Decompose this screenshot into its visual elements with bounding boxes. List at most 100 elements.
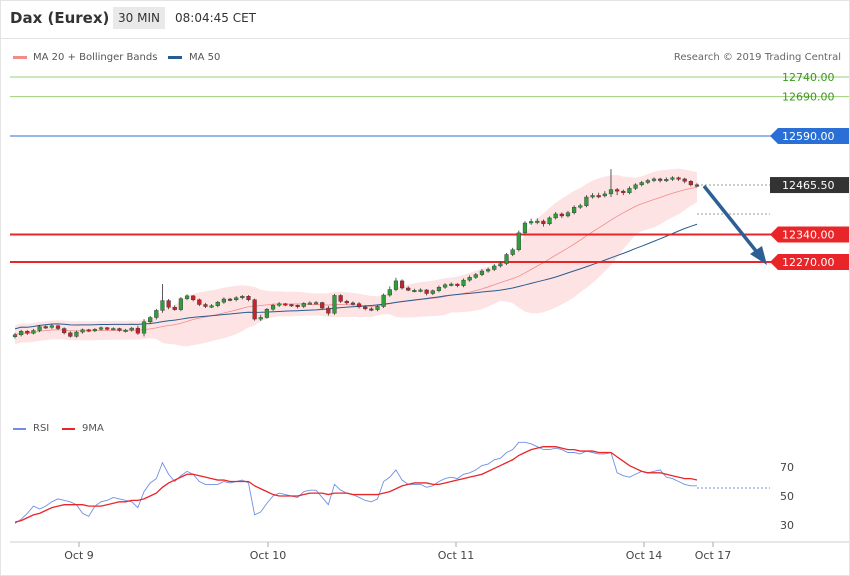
candle-body [615,189,620,192]
timestamp: 08:04:45 CET [175,11,256,25]
candle-body [596,195,601,198]
candle-body [172,307,177,310]
forecast-arrow-head [750,246,767,265]
candle-body [399,280,405,289]
candle-body [80,329,85,333]
level-label-12590.00: 12590.00 [782,130,835,143]
x-tick-label: Oct 9 [64,549,94,562]
ma20-line [14,186,698,336]
ma9-legend-swatch [62,428,75,430]
candle-body [535,220,540,223]
candle-body [148,317,153,323]
ma50-line [14,223,698,330]
candle-body [492,265,497,270]
candle-body [485,269,491,272]
forecast-arrow-line [702,184,762,258]
candle-body [479,270,485,275]
candle-body [221,298,227,303]
level-tag-12340.00 [770,226,850,243]
ma50-legend-swatch [168,56,182,59]
candle-body [92,329,97,332]
candle-body [123,329,128,332]
candle-body [62,328,67,334]
ma9-legend-label: 9MA [82,423,104,434]
candle-body [449,283,454,286]
last-price-label: 12465.50 [782,179,835,192]
candle-body [516,232,521,250]
level-label-12690.00: 12690.00 [782,91,835,104]
x-tick-label: Oct 10 [250,549,287,562]
candle-body [363,306,368,310]
candle-body [529,221,534,224]
candle-body [37,326,42,331]
candle-body [344,301,349,304]
candle-body [522,222,528,234]
candle-body [25,331,30,334]
candle-body [326,307,331,314]
candle-body [184,295,190,299]
x-tick-label: Oct 14 [626,549,663,562]
candle-body [670,177,675,180]
candle-body [356,303,362,308]
candle-body [332,295,337,314]
candle-body [227,298,233,301]
candle-body [246,296,251,300]
candle-body [473,274,478,278]
candle-body [541,220,546,225]
candle-body [86,329,91,332]
rsi-tick-30: 30 [780,519,794,532]
candle-body [412,290,417,293]
candle-body [191,295,196,300]
candle-body [559,213,564,217]
level-label-12740.00: 12740.00 [782,71,835,84]
candle-body [74,331,79,337]
candle-body [68,332,73,337]
level-label-12340.00: 12340.00 [782,228,835,241]
candle-body [565,212,571,217]
candle-body [578,205,583,208]
candle-body [203,304,208,307]
candle-body [197,299,202,305]
x-tick-label: Oct 17 [695,549,732,562]
candle-body [209,305,214,308]
candle-body [338,295,343,302]
candle-body [307,302,313,305]
candle-body [455,283,460,286]
candle-body [369,308,374,311]
rsi-series-9ma [14,446,698,523]
bollinger-band-area [15,168,697,347]
level-tag-12590.00 [770,128,850,145]
candle-body [270,305,276,310]
candle-body [418,289,423,292]
candle-body [12,334,18,337]
candle-body [301,303,306,307]
candle-body [31,330,36,334]
candle-body [320,302,325,309]
candle-body [467,277,472,281]
candle-body [215,301,220,306]
level-tag-12270.00 [770,254,850,270]
candle-body [608,189,614,195]
candle-body [602,193,607,197]
candle-body [406,287,411,291]
timeframe-badge[interactable]: 30 MIN [113,7,165,29]
candle-body [498,263,503,267]
candle-body [584,196,589,206]
candle-body [688,181,693,186]
candle-body [43,326,48,329]
candle-body [436,286,442,291]
candle-body [55,325,61,329]
rsi-legend-label: RSI [33,423,50,434]
copyright-text: Research © 2019 Trading Central [673,52,841,63]
candle-body [510,249,515,255]
instrument-title: Dax (Eurex) [10,9,110,27]
candle-body [234,297,239,300]
candle-body [98,327,104,330]
candle-body [178,298,183,310]
last-price-tag [770,177,850,194]
header-divider [0,38,850,39]
chart-header: Dax (Eurex) 30 MIN 08:04:45 CET [0,0,850,38]
candle-body [627,188,632,193]
candle-body [141,321,147,334]
